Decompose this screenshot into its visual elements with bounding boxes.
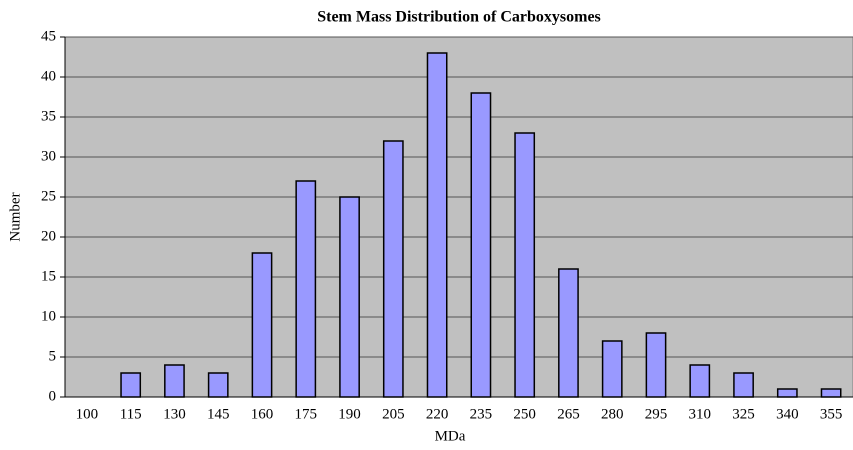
bar (164, 364, 185, 398)
bar (339, 196, 360, 398)
bar (514, 132, 536, 398)
bar (295, 180, 317, 398)
bar (382, 140, 404, 398)
bar (645, 332, 667, 398)
x-tick-label: 220 (426, 406, 449, 422)
bar (733, 372, 754, 398)
bar (120, 372, 142, 398)
x-tick-label: 235 (470, 406, 493, 422)
x-tick-label: 160 (251, 406, 274, 422)
chart-title: Stem Mass Distribution of Carboxysomes (317, 9, 601, 26)
x-tick-label: 280 (601, 406, 624, 422)
x-tick-label: 250 (513, 406, 536, 422)
plot-area (64, 36, 853, 398)
y-tick-label: 20 (41, 228, 56, 244)
x-tick-label: 310 (689, 406, 712, 422)
bar (207, 372, 229, 398)
bar (776, 388, 798, 398)
bar (426, 52, 448, 398)
x-tick-label: 175 (295, 406, 318, 422)
x-tick-label: 355 (820, 406, 843, 422)
y-tick-label: 5 (49, 348, 57, 364)
y-tick-label: 45 (41, 28, 56, 44)
y-axis-label: Number (7, 192, 23, 241)
x-tick-label: 205 (382, 406, 405, 422)
y-tick-label: 10 (41, 308, 56, 324)
bar (601, 340, 623, 398)
x-tick-label: 190 (338, 406, 361, 422)
x-tick-label: 115 (120, 406, 142, 422)
x-tick-label: 265 (557, 406, 580, 422)
bar (689, 364, 711, 398)
y-tick-label: 0 (49, 388, 57, 404)
y-tick-label: 15 (41, 268, 56, 284)
x-tick-label: 295 (645, 406, 668, 422)
bar (251, 252, 273, 398)
y-tick-label: 30 (41, 148, 56, 164)
x-tick-label: 325 (732, 406, 755, 422)
x-axis-label: MDa (435, 428, 466, 444)
y-tick-label: 40 (41, 68, 56, 84)
x-tick-label: 100 (76, 406, 99, 422)
bar (558, 268, 579, 398)
bar (820, 388, 842, 398)
bar (470, 92, 492, 398)
y-tick-label: 35 (41, 108, 56, 124)
x-tick-label: 145 (207, 406, 230, 422)
y-tick-label: 25 (41, 188, 56, 204)
x-tick-label: 340 (776, 406, 799, 422)
x-tick-label: 130 (163, 406, 186, 422)
